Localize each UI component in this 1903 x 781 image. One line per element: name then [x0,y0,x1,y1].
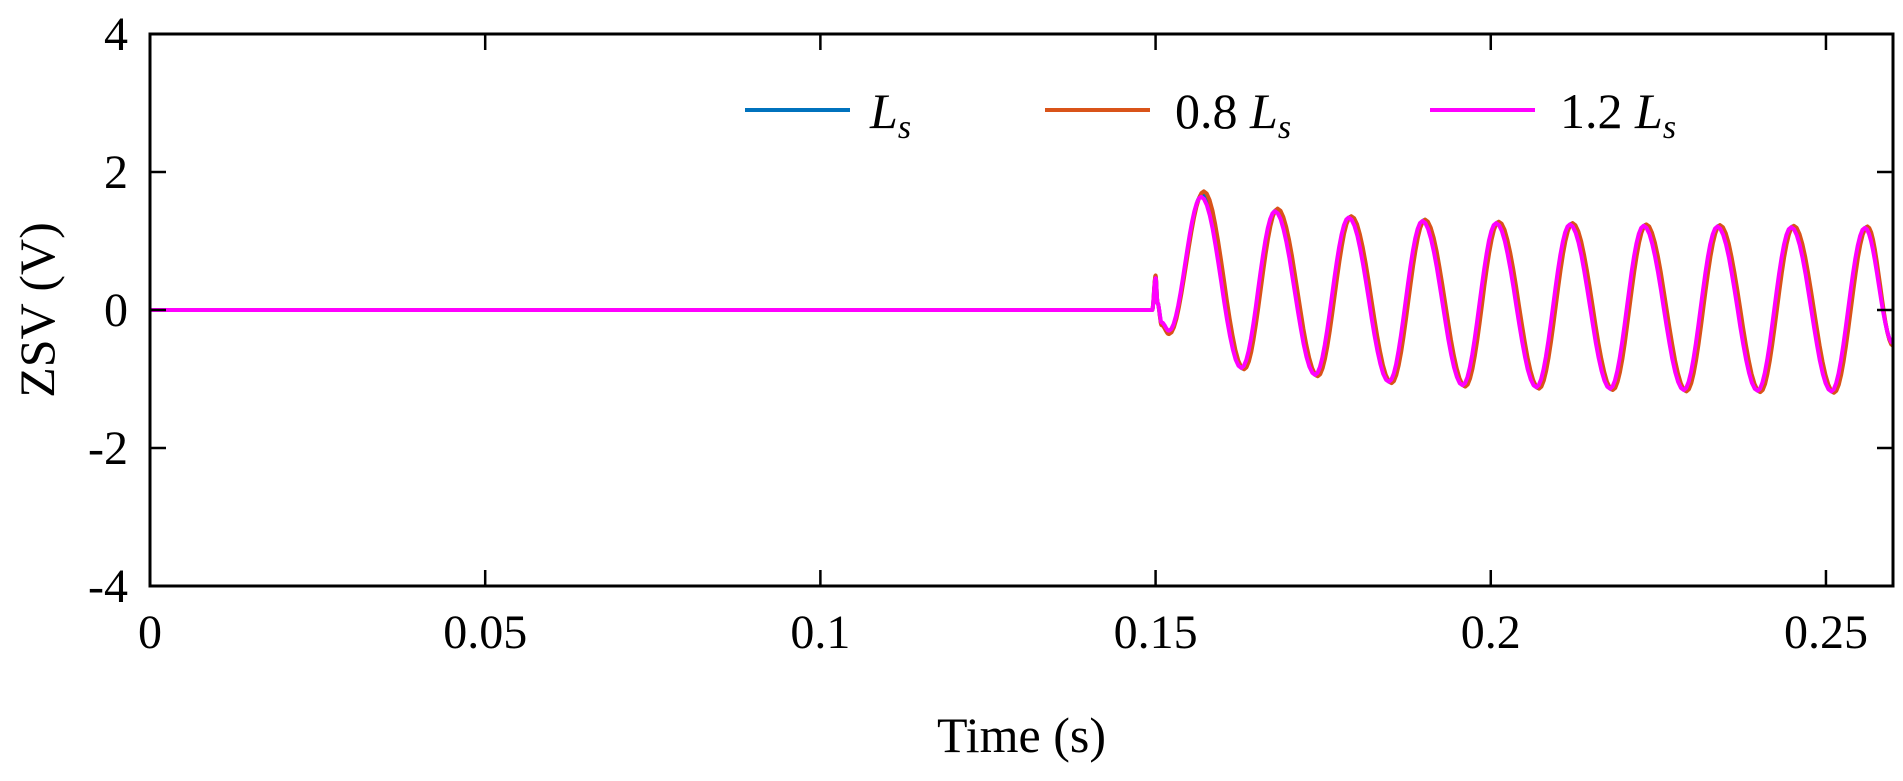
y-tick-label: -4 [88,560,128,613]
legend-prefix: 0.8 [1175,83,1250,139]
legend-subscript: s [1663,109,1676,146]
x-axis-label: Time (s) [937,707,1106,763]
y-axis-label: ZSV (V) [9,222,65,397]
legend-prefix: 1.2 [1560,83,1635,139]
y-tick-label: 4 [104,8,128,61]
series-lines [150,189,1893,395]
y-tick-label: -2 [88,422,128,475]
y-tick-label: 0 [104,284,128,337]
x-tick-label: 0.15 [1114,606,1198,659]
y-axis-ticks: -4 -2 0 2 4 [88,8,1893,613]
y-tick-label: 2 [104,146,128,199]
legend-entry-2: 1.2 Ls [1560,83,1676,146]
legend-variable: L [869,83,898,139]
x-axis-ticks: 0 0.05 0.1 0.15 0.2 0.25 [138,34,1868,659]
x-tick-label: 0.25 [1784,606,1868,659]
series-line-2 [150,194,1893,394]
x-tick-label: 0.05 [443,606,527,659]
x-tick-label: 0.1 [790,606,850,659]
series-line-1 [150,189,1893,395]
x-tick-label: 0 [138,606,162,659]
legend: Ls 0.8 Ls 1.2 Ls [745,83,1676,146]
x-tick-label: 0.2 [1461,606,1521,659]
legend-entry-1: 0.8 Ls [1175,83,1291,146]
legend-subscript: s [1278,109,1291,146]
legend-variable: L [1249,83,1278,139]
legend-entry-0: Ls [869,83,911,146]
legend-subscript: s [898,109,911,146]
legend-variable: L [1634,83,1663,139]
